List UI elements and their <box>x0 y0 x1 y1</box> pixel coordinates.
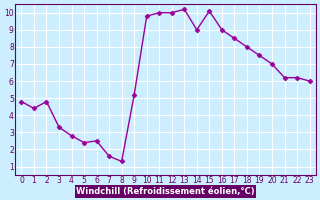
X-axis label: Windchill (Refroidissement éolien,°C): Windchill (Refroidissement éolien,°C) <box>76 187 255 196</box>
